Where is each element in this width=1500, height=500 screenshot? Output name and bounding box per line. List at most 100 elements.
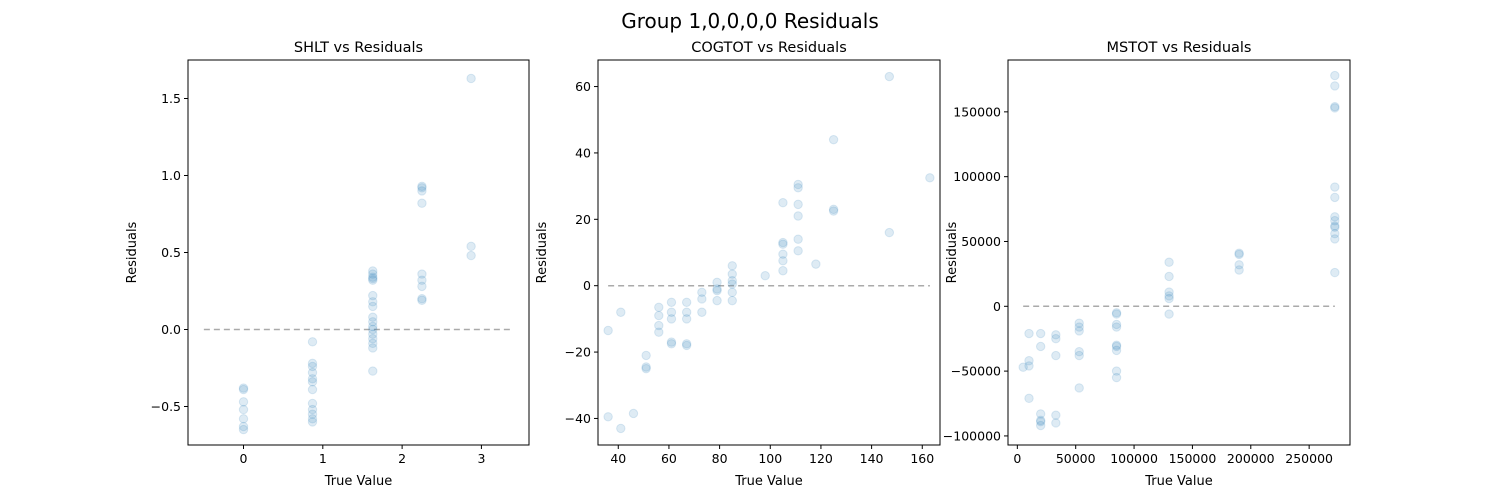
data-point (1331, 183, 1339, 191)
y-axis-label: Residuals (945, 221, 960, 283)
data-point (418, 296, 426, 304)
x-tick-label: 200000 (1227, 451, 1275, 466)
y-tick-label: −20 (565, 345, 591, 360)
data-point (642, 364, 650, 372)
y-tick-label: −50000 (951, 364, 1001, 379)
data-point (926, 174, 934, 182)
data-point (1165, 294, 1173, 302)
y-tick-label: 150000 (953, 104, 1001, 119)
data-point (713, 286, 721, 294)
data-point (1112, 373, 1120, 381)
data-point (617, 308, 625, 316)
data-point (1165, 258, 1173, 266)
x-axis-label: True Value (734, 474, 802, 489)
data-point (467, 251, 475, 259)
data-point (1036, 342, 1044, 350)
y-tick-label: −40 (565, 411, 591, 426)
y-tick-label: 40 (575, 145, 591, 160)
x-tick-label: 160 (910, 451, 934, 466)
y-tick-label: 100000 (953, 169, 1001, 184)
data-point (1165, 272, 1173, 280)
data-point (1331, 71, 1339, 79)
data-point (655, 303, 663, 311)
data-point (418, 282, 426, 290)
data-point (369, 367, 377, 375)
subplot-cogtot: COGTOT vs Residuals True Value Residuals… (535, 40, 940, 489)
data-point (1331, 268, 1339, 276)
data-point (682, 341, 690, 349)
x-tick-label: 140 (860, 451, 884, 466)
data-point (667, 315, 675, 323)
data-point (1331, 104, 1339, 112)
data-point (1112, 323, 1120, 331)
y-tick-label: 1.0 (161, 168, 181, 183)
data-point (728, 262, 736, 270)
data-point (794, 200, 802, 208)
data-point (667, 340, 675, 348)
data-point (418, 199, 426, 207)
data-point (1025, 394, 1033, 402)
x-tick-label: 1 (319, 451, 327, 466)
x-tick-label: 100000 (1110, 451, 1158, 466)
data-point (794, 184, 802, 192)
data-point (682, 315, 690, 323)
data-point (308, 418, 316, 426)
data-point (794, 212, 802, 220)
x-tick-label: 120 (809, 451, 833, 466)
data-point (885, 72, 893, 80)
data-point (1331, 235, 1339, 243)
data-point (829, 135, 837, 143)
data-point (604, 326, 612, 334)
x-tick-label: 60 (661, 451, 677, 466)
data-point (829, 207, 837, 215)
y-tick-label: −100000 (943, 428, 1001, 443)
data-point (1075, 351, 1083, 359)
data-point (467, 242, 475, 250)
data-point (308, 338, 316, 346)
data-point (1112, 310, 1120, 318)
data-point (1052, 351, 1060, 359)
data-point (655, 328, 663, 336)
data-point (779, 199, 787, 207)
y-tick-label: 0 (993, 299, 1001, 314)
y-tick-label: 50000 (961, 234, 1001, 249)
subplot-title: MSTOT vs Residuals (1107, 40, 1252, 56)
data-point (761, 272, 769, 280)
data-point (667, 298, 675, 306)
data-point (1331, 82, 1339, 90)
data-point (655, 311, 663, 319)
data-point (728, 280, 736, 288)
data-point (629, 409, 637, 417)
x-tick-label: 2 (398, 451, 406, 466)
data-point (369, 276, 377, 284)
data-point (1075, 384, 1083, 392)
x-tick-label: 80 (712, 451, 728, 466)
data-point (698, 295, 706, 303)
data-point (1235, 250, 1243, 258)
subplot-title: COGTOT vs Residuals (691, 40, 847, 56)
data-point (239, 385, 247, 393)
data-point (369, 344, 377, 352)
data-point (779, 267, 787, 275)
x-tick-label: 100 (758, 451, 782, 466)
data-point (1025, 357, 1033, 365)
y-tick-label: −0.5 (151, 399, 181, 414)
data-point (1036, 421, 1044, 429)
x-tick-label: 0 (1013, 451, 1021, 466)
data-point (1052, 419, 1060, 427)
x-axis-label: True Value (324, 474, 392, 489)
data-point (239, 398, 247, 406)
x-tick-label: 0 (240, 451, 248, 466)
subplot-mstot: MSTOT vs Residuals True Value Residuals … (943, 40, 1350, 489)
x-tick-label: 250000 (1285, 451, 1333, 466)
data-point (779, 240, 787, 248)
data-point (1036, 329, 1044, 337)
data-point (682, 298, 690, 306)
data-point (642, 351, 650, 359)
data-point (239, 415, 247, 423)
y-tick-label: 0.5 (161, 245, 181, 260)
data-point (728, 288, 736, 296)
data-point (1165, 310, 1173, 318)
data-point (308, 385, 316, 393)
data-point (1075, 327, 1083, 335)
